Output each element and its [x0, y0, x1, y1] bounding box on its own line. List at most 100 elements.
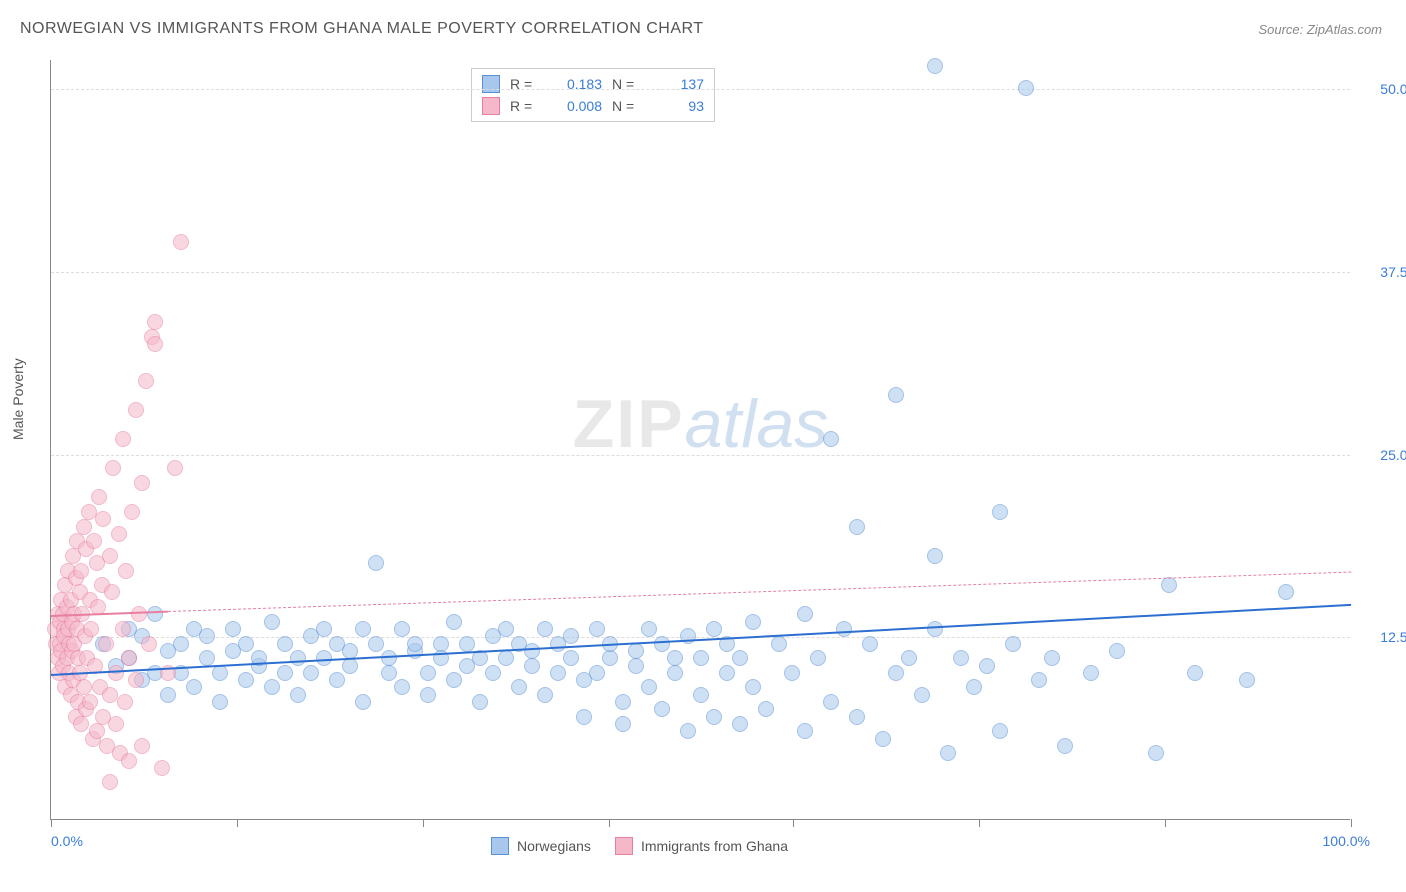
- data-point: [173, 234, 189, 250]
- watermark-atlas: atlas: [685, 386, 829, 462]
- data-point: [875, 731, 891, 747]
- data-point: [628, 643, 644, 659]
- data-point: [537, 621, 553, 637]
- data-point: [667, 665, 683, 681]
- data-point: [173, 636, 189, 652]
- data-point: [485, 665, 501, 681]
- data-point: [953, 650, 969, 666]
- legend-n-value: 93: [654, 98, 704, 114]
- data-point: [98, 636, 114, 652]
- data-point: [589, 665, 605, 681]
- data-point: [86, 533, 102, 549]
- data-point: [888, 665, 904, 681]
- data-point: [680, 723, 696, 739]
- data-point: [849, 709, 865, 725]
- data-point: [576, 709, 592, 725]
- data-point: [76, 519, 92, 535]
- x-tick: [793, 819, 794, 827]
- gridline: [51, 89, 1350, 90]
- data-point: [355, 694, 371, 710]
- data-point: [368, 636, 384, 652]
- data-point: [238, 636, 254, 652]
- data-point: [992, 504, 1008, 520]
- data-point: [381, 665, 397, 681]
- data-point: [147, 314, 163, 330]
- x-tick: [979, 819, 980, 827]
- data-point: [654, 701, 670, 717]
- data-point: [550, 665, 566, 681]
- legend-swatch: [482, 97, 500, 115]
- data-point: [693, 650, 709, 666]
- data-point: [104, 584, 120, 600]
- data-point: [1239, 672, 1255, 688]
- data-point: [524, 643, 540, 659]
- chart-title: NORWEGIAN VS IMMIGRANTS FROM GHANA MALE …: [20, 20, 704, 38]
- data-point: [82, 694, 98, 710]
- data-point: [1161, 577, 1177, 593]
- data-point: [108, 716, 124, 732]
- data-point: [433, 636, 449, 652]
- data-point: [147, 606, 163, 622]
- data-point: [264, 614, 280, 630]
- data-point: [1148, 745, 1164, 761]
- y-axis-label: Male Poverty: [10, 358, 26, 440]
- data-point: [1083, 665, 1099, 681]
- data-point: [420, 665, 436, 681]
- data-point: [823, 694, 839, 710]
- data-point: [472, 694, 488, 710]
- data-point: [524, 658, 540, 674]
- data-point: [394, 621, 410, 637]
- data-point: [111, 526, 127, 542]
- source-attribution: Source: ZipAtlas.com: [1258, 22, 1382, 37]
- data-point: [1031, 672, 1047, 688]
- data-point: [979, 658, 995, 674]
- data-point: [76, 679, 92, 695]
- data-point: [316, 621, 332, 637]
- data-point: [1278, 584, 1294, 600]
- data-point: [836, 621, 852, 637]
- data-point: [1018, 80, 1034, 96]
- data-point: [277, 665, 293, 681]
- data-point: [1187, 665, 1203, 681]
- data-point: [732, 650, 748, 666]
- data-point: [160, 687, 176, 703]
- data-point: [1057, 738, 1073, 754]
- data-point: [199, 628, 215, 644]
- data-point: [446, 672, 462, 688]
- data-point: [154, 760, 170, 776]
- data-point: [563, 628, 579, 644]
- data-point: [914, 687, 930, 703]
- x-tick-label-min: 0.0%: [51, 833, 83, 849]
- data-point: [641, 679, 657, 695]
- data-point: [784, 665, 800, 681]
- legend-r-value: 0.008: [552, 98, 602, 114]
- data-point: [706, 709, 722, 725]
- data-point: [862, 636, 878, 652]
- data-point: [134, 738, 150, 754]
- data-point: [589, 621, 605, 637]
- data-point: [719, 665, 735, 681]
- y-tick-label: 12.5%: [1360, 629, 1406, 645]
- x-tick: [51, 819, 52, 827]
- data-point: [108, 665, 124, 681]
- data-point: [992, 723, 1008, 739]
- data-point: [102, 774, 118, 790]
- data-point: [394, 679, 410, 695]
- data-point: [602, 650, 618, 666]
- data-point: [124, 504, 140, 520]
- data-point: [667, 650, 683, 666]
- gridline: [51, 455, 1350, 456]
- data-point: [407, 636, 423, 652]
- legend-n-label: N =: [612, 98, 644, 114]
- watermark-zip: ZIP: [573, 386, 685, 462]
- data-point: [121, 753, 137, 769]
- data-point: [615, 716, 631, 732]
- data-point: [121, 650, 137, 666]
- x-tick-label-max: 100.0%: [1323, 833, 1370, 849]
- legend-row: R =0.008N =93: [482, 95, 704, 117]
- data-point: [329, 672, 345, 688]
- data-point: [511, 679, 527, 695]
- data-point: [732, 716, 748, 732]
- data-point: [693, 687, 709, 703]
- legend-item: Norwegians: [491, 837, 591, 855]
